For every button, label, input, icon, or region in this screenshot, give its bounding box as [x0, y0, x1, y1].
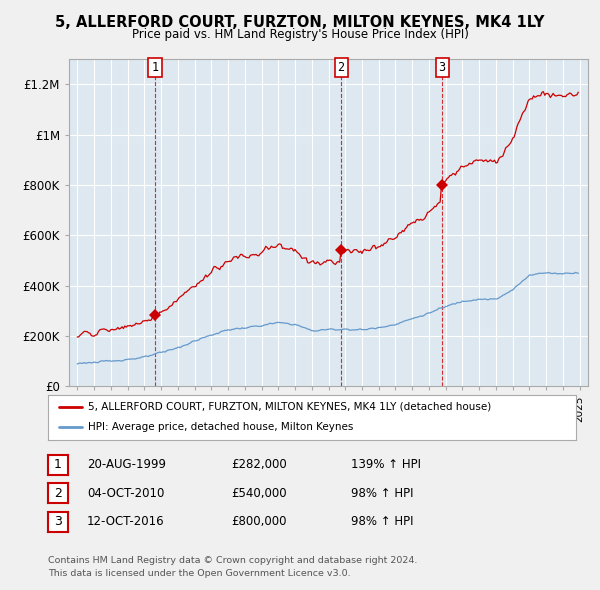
Text: £800,000: £800,000 — [231, 515, 287, 528]
Text: 2: 2 — [54, 487, 62, 500]
Text: Price paid vs. HM Land Registry's House Price Index (HPI): Price paid vs. HM Land Registry's House … — [131, 28, 469, 41]
Text: 5, ALLERFORD COURT, FURZTON, MILTON KEYNES, MK4 1LY: 5, ALLERFORD COURT, FURZTON, MILTON KEYN… — [55, 15, 545, 30]
Text: Contains HM Land Registry data © Crown copyright and database right 2024.: Contains HM Land Registry data © Crown c… — [48, 556, 418, 565]
Text: HPI: Average price, detached house, Milton Keynes: HPI: Average price, detached house, Milt… — [88, 422, 353, 432]
Text: 3: 3 — [54, 515, 62, 528]
Text: £540,000: £540,000 — [231, 487, 287, 500]
Text: This data is licensed under the Open Government Licence v3.0.: This data is licensed under the Open Gov… — [48, 569, 350, 578]
Text: £282,000: £282,000 — [231, 458, 287, 471]
Text: 04-OCT-2010: 04-OCT-2010 — [87, 487, 164, 500]
Text: 2: 2 — [337, 61, 344, 74]
Text: 98% ↑ HPI: 98% ↑ HPI — [351, 515, 413, 528]
Text: 5, ALLERFORD COURT, FURZTON, MILTON KEYNES, MK4 1LY (detached house): 5, ALLERFORD COURT, FURZTON, MILTON KEYN… — [88, 402, 491, 412]
Text: 3: 3 — [439, 61, 446, 74]
Text: 20-AUG-1999: 20-AUG-1999 — [87, 458, 166, 471]
Text: 1: 1 — [54, 458, 62, 471]
Text: 1: 1 — [151, 61, 158, 74]
Text: 98% ↑ HPI: 98% ↑ HPI — [351, 487, 413, 500]
Text: 139% ↑ HPI: 139% ↑ HPI — [351, 458, 421, 471]
Text: 12-OCT-2016: 12-OCT-2016 — [87, 515, 164, 528]
